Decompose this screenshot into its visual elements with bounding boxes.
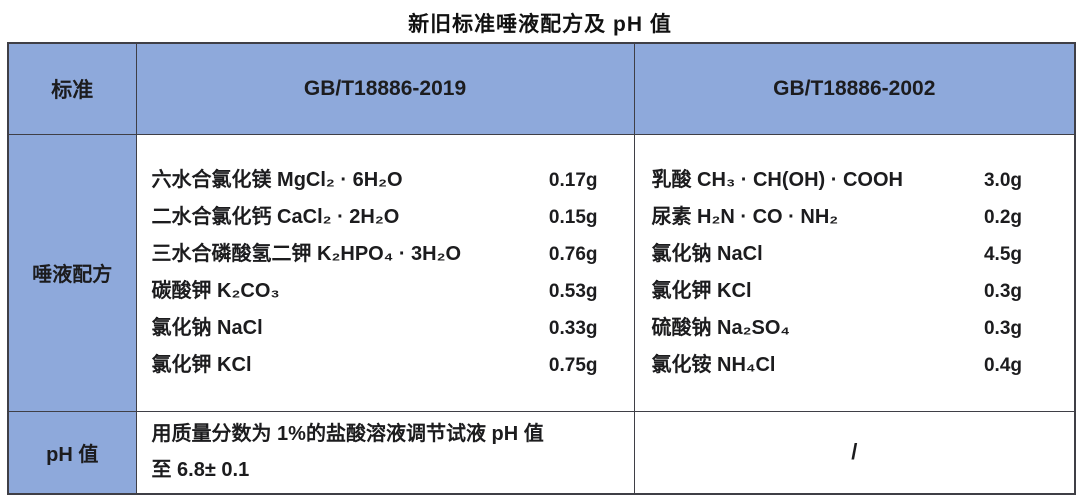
chem-name: 氯化钾 KCl [651, 279, 752, 302]
chem-item: 氯化钾 KCl 0.75g [137, 347, 634, 384]
chem-amount: 0.76g [548, 243, 598, 265]
chem-amount: 0.33g [548, 317, 598, 339]
chem-amount: 0.75g [548, 354, 598, 376]
chem-name: 二水合氯化钙 CaCl₂ · 2H₂O [151, 205, 400, 228]
header-cell-gb2019: GB/T18886-2019 [135, 42, 635, 135]
chem-item: 氯化钾 KCl 0.3g [635, 273, 1075, 310]
chem-item: 硫酸钠 Na₂SO₄ 0.3g [635, 310, 1075, 347]
chem-name: 氯化钠 NaCl [651, 242, 763, 265]
chem-amount: 0.17g [548, 169, 598, 191]
ph-method-line2: 至 6.8± 0.1 [151, 459, 250, 482]
chem-item: 氯化铵 NH₄Cl 0.4g [635, 347, 1075, 384]
header-row: 标准 GB/T18886-2019 GB/T18886-2002 [7, 42, 1076, 135]
chem-item: 二水合氯化钙 CaCl₂ · 2H₂O 0.15g [137, 199, 634, 236]
ph-cell-gb2002: / [633, 410, 1076, 495]
chem-name: 六水合氯化镁 MgCl₂ · 6H₂O [151, 168, 403, 191]
chem-item: 六水合氯化镁 MgCl₂ · 6H₂O 0.17g [137, 162, 634, 199]
chem-item: 乳酸 CH₃ · CH(OH) · COOH 3.0g [635, 162, 1075, 199]
chem-item: 氯化钠 NaCl 0.33g [137, 310, 634, 347]
chem-name: 三水合磷酸氢二钾 K₂HPO₄ · 3H₂O [151, 242, 462, 265]
chem-name: 硫酸钠 Na₂SO₄ [651, 316, 790, 339]
chem-list-2019: 六水合氯化镁 MgCl₂ · 6H₂O 0.17g 二水合氯化钙 CaCl₂ ·… [137, 141, 634, 405]
page-title: 新旧标准唾液配方及 pH 值 [408, 13, 672, 36]
header-cell-gb2002: GB/T18886-2002 [633, 42, 1076, 135]
chem-amount: 4.5g [983, 243, 1022, 265]
chem-item: 氯化钠 NaCl 4.5g [635, 236, 1075, 273]
chem-amount: 0.3g [983, 280, 1022, 302]
chem-item: 尿素 H₂N · CO · NH₂ 0.2g [635, 199, 1075, 236]
chem-amount: 0.3g [983, 317, 1022, 339]
chem-name: 氯化铵 NH₄Cl [651, 353, 776, 376]
ph-cell-gb2019: 用质量分数为 1%的盐酸溶液调节试液 pH 值 至 6.8± 0.1 [135, 410, 635, 495]
chem-item: 碳酸钾 K₂CO₃ 0.53g [137, 273, 634, 310]
chem-amount: 0.53g [548, 280, 598, 302]
row-label-formula: 唾液配方 [7, 133, 137, 412]
chem-name: 乳酸 CH₃ · CH(OH) · COOH [651, 168, 903, 191]
formula-cell-gb2019: 六水合氯化镁 MgCl₂ · 6H₂O 0.17g 二水合氯化钙 CaCl₂ ·… [135, 133, 635, 412]
saliva-formula-table: 标准 GB/T18886-2019 GB/T18886-2002 唾液配方 六水… [7, 42, 1076, 495]
ph-method-text: 用质量分数为 1%的盐酸溶液调节试液 pH 值 至 6.8± 0.1 [137, 412, 634, 492]
row-label-ph: pH 值 [7, 410, 137, 495]
formula-row: 唾液配方 六水合氯化镁 MgCl₂ · 6H₂O 0.17g 二水合氯化钙 Ca… [7, 133, 1076, 412]
chem-amount: 0.2g [983, 206, 1022, 228]
header-cell-standard: 标准 [7, 42, 137, 135]
chem-name: 氯化钾 KCl [151, 353, 252, 376]
chem-name: 碳酸钾 K₂CO₃ [151, 279, 280, 302]
chem-amount: 0.4g [983, 354, 1022, 376]
chem-name: 氯化钠 NaCl [151, 316, 263, 339]
chem-amount: 3.0g [983, 169, 1022, 191]
chem-list-2002: 乳酸 CH₃ · CH(OH) · COOH 3.0g 尿素 H₂N · CO … [635, 141, 1075, 405]
chem-item: 三水合磷酸氢二钾 K₂HPO₄ · 3H₂O 0.76g [137, 236, 634, 273]
formula-cell-gb2002: 乳酸 CH₃ · CH(OH) · COOH 3.0g 尿素 H₂N · CO … [633, 133, 1076, 412]
chem-amount: 0.15g [548, 206, 598, 228]
chem-name: 尿素 H₂N · CO · NH₂ [651, 205, 839, 228]
ph-method-line1: 用质量分数为 1%的盐酸溶液调节试液 pH 值 [151, 423, 544, 446]
ph-row: pH 值 用质量分数为 1%的盐酸溶液调节试液 pH 值 至 6.8± 0.1 … [7, 410, 1076, 495]
